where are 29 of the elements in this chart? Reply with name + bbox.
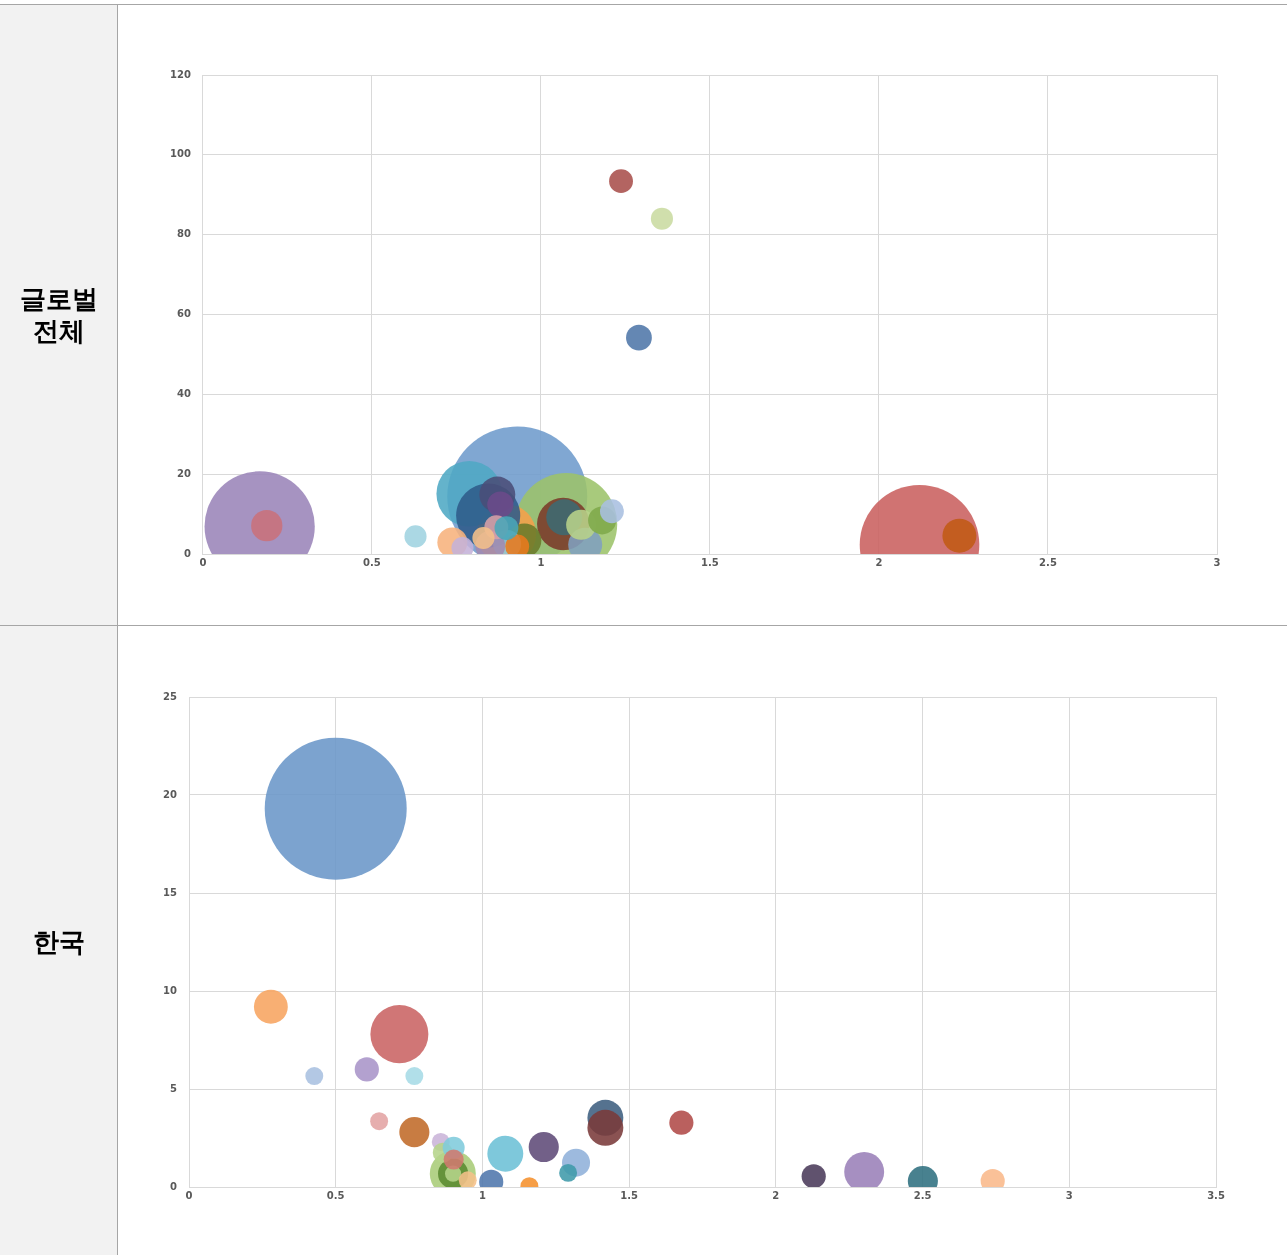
x-tick-label: 2 bbox=[772, 1189, 780, 1201]
y-tick-label: 20 bbox=[163, 788, 178, 800]
text: 글로벌 전체 bbox=[18, 282, 99, 348]
y-tick-label: 100 bbox=[170, 148, 191, 160]
x-tick-label: 1.5 bbox=[620, 1189, 639, 1201]
x-tick-label: 0.5 bbox=[326, 1189, 345, 1201]
y-tick-label: 25 bbox=[163, 690, 178, 702]
x-tick-label: 1 bbox=[478, 1189, 486, 1201]
y-tick-label: 10 bbox=[163, 984, 178, 996]
y-tick-label: 15 bbox=[163, 886, 178, 898]
y-tick-label: 40 bbox=[176, 387, 191, 399]
x-tick-label: 2 bbox=[875, 556, 883, 568]
y-tick-label: 0 bbox=[170, 1180, 178, 1192]
x-tick-label: 2.5 bbox=[913, 1189, 932, 1201]
x-tick-label: 3.5 bbox=[1207, 1189, 1225, 1201]
y-tick-label: 0 bbox=[183, 547, 191, 559]
x-tick-label: 0 bbox=[199, 556, 207, 568]
x-tick-label: 0.5 bbox=[363, 556, 381, 568]
x-tick-label: 3 bbox=[1213, 556, 1221, 568]
x-tick-label: 1 bbox=[537, 556, 545, 568]
y-tick-label: 60 bbox=[176, 308, 191, 320]
y-tick-label: 120 bbox=[170, 68, 191, 80]
x-tick-label: 3 bbox=[1065, 1189, 1073, 1201]
y-tick-label: 20 bbox=[176, 467, 191, 479]
x-tick-label: 1.5 bbox=[701, 556, 719, 568]
y-tick-label: 5 bbox=[170, 1082, 178, 1094]
text: 한국 bbox=[31, 926, 86, 959]
y-tick-label: 80 bbox=[176, 228, 191, 240]
x-tick-label: 2.5 bbox=[1039, 556, 1057, 568]
